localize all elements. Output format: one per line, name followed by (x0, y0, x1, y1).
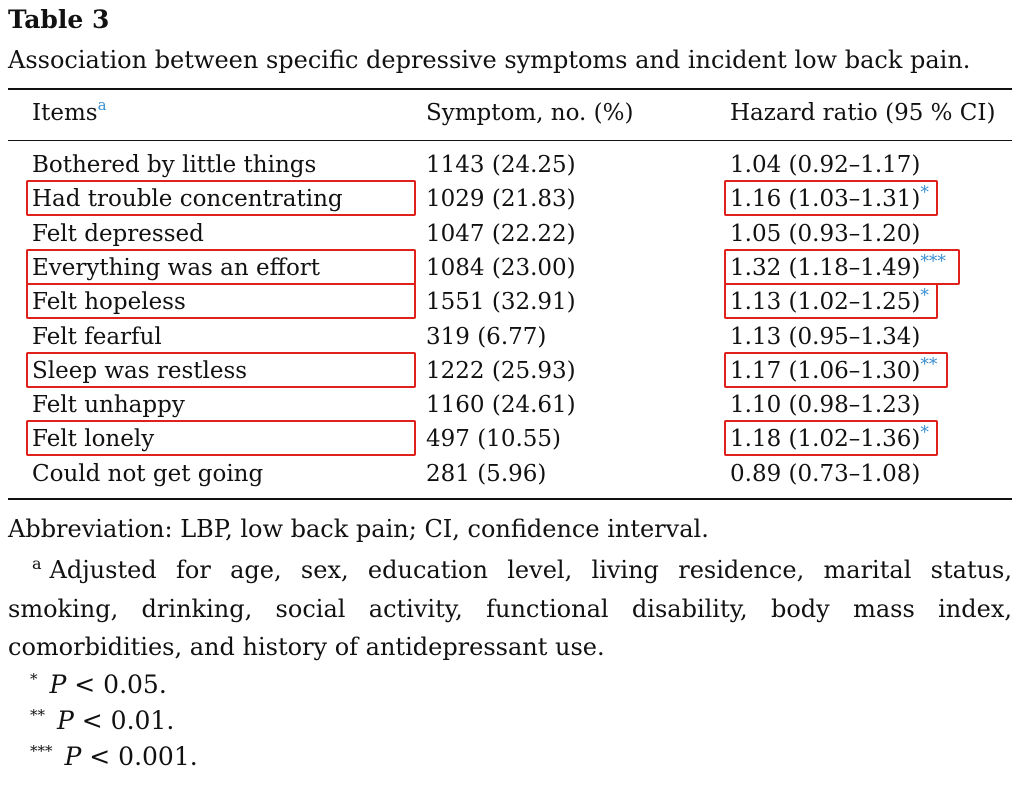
significance-link[interactable]: ** (920, 354, 938, 375)
cell-hazard-ratio: 1.05 (0.93–1.20) (730, 219, 920, 249)
significance-link[interactable]: * (920, 182, 929, 203)
header-items-label: Items (32, 100, 98, 126)
cell-item: Had trouble concentrating (32, 186, 343, 213)
significance-link[interactable]: * (920, 422, 929, 443)
hazard-ratio-value: 1.10 (0.98–1.23) (730, 392, 921, 419)
highlight-box-item (26, 351, 416, 388)
cell-item: Sleep was restless (32, 357, 248, 384)
hazard-ratio-value: 1.16 (1.03–1.31) (730, 186, 921, 213)
footnote-abbreviation: Abbreviation: LBP, low back pain; CI, co… (8, 515, 709, 543)
highlight-box-item (26, 283, 416, 320)
highlight-box-hazard-ratio (724, 420, 938, 457)
hazard-ratio-value: 1.32 (1.18–1.49) (730, 254, 921, 281)
header-items-footnote-link[interactable]: a (97, 96, 107, 115)
hazard-ratio-value: 1.05 (0.93–1.20) (730, 220, 921, 247)
cell-item: Felt hopeless (32, 289, 186, 316)
footnote-a: a Adjusted for age, sex, education level,… (8, 551, 1012, 667)
cell-symptom: 281 (5.96) (426, 460, 547, 487)
footnote-p-stars: * (30, 669, 38, 688)
cell-hazard-ratio: 1.16 (1.03–1.31)* (730, 184, 929, 214)
footnote-p-stars: ** (30, 705, 45, 724)
cell-item: Bothered by little things (32, 152, 317, 178)
cell-item: Could not get going (32, 460, 264, 487)
cell-symptom: 1143 (24.25) (426, 152, 576, 178)
hazard-ratio-value: 1.13 (0.95–1.34) (730, 323, 921, 350)
highlight-box-item (26, 180, 416, 217)
highlight-box-item (26, 248, 416, 285)
cell-symptom: 1222 (25.93) (426, 357, 576, 384)
header-hazard-ratio: Hazard ratio (95 % CI) (730, 100, 996, 126)
cell-item: Felt lonely (32, 426, 155, 453)
table-bottom-rule (8, 498, 1012, 500)
highlight-box-hazard-ratio (724, 283, 938, 320)
header-items: Itemsa (32, 98, 107, 128)
significance-link[interactable]: *** (920, 251, 946, 272)
footnote-a-mark: a (32, 554, 42, 573)
footnote-p-threshold: < 0.001. (89, 742, 198, 771)
hazard-ratio-value: 1.18 (1.02–1.36) (730, 426, 921, 453)
cell-symptom: 319 (6.77) (426, 323, 547, 350)
hazard-ratio-value: 0.89 (0.73–1.08) (730, 460, 921, 487)
cell-item: Everything was an effort (32, 254, 321, 281)
footnote-p-005: * P < 0.05. (30, 668, 167, 702)
footnote-p-symbol: P (64, 742, 82, 771)
footnote-p-0001: *** P < 0.001. (30, 740, 198, 774)
highlight-box-item (26, 420, 416, 457)
cell-hazard-ratio: 1.04 (0.92–1.17) (730, 150, 920, 180)
significance-link[interactable]: * (920, 285, 929, 306)
table-top-rule (8, 88, 1012, 90)
cell-symptom: 1084 (23.00) (426, 254, 576, 281)
cell-hazard-ratio: 0.89 (0.73–1.08) (730, 459, 920, 489)
table-header-rule (8, 140, 1012, 141)
footnote-p-symbol: P (49, 670, 67, 699)
cell-item: Felt unhappy (32, 392, 185, 419)
table-title: Association between specific depressive … (8, 46, 971, 74)
cell-hazard-ratio: 1.13 (0.95–1.34) (730, 322, 920, 352)
cell-hazard-ratio: 1.13 (1.02–1.25)* (730, 287, 929, 317)
table-label: Table 3 (8, 5, 110, 34)
footnote-p-001: ** P < 0.01. (30, 704, 174, 738)
cell-symptom: 497 (10.55) (426, 426, 562, 453)
footnote-p-symbol: P (57, 706, 74, 735)
highlight-box-hazard-ratio (724, 248, 960, 285)
header-symptom: Symptom, no. (%) (426, 100, 634, 126)
cell-hazard-ratio: 1.17 (1.06–1.30)** (730, 356, 937, 386)
table-document: Table 3 Association between specific dep… (8, 0, 1012, 787)
hazard-ratio-value: 1.13 (1.02–1.25) (730, 289, 921, 316)
cell-hazard-ratio: 1.10 (0.98–1.23) (730, 390, 920, 420)
footnote-a-text: Adjusted for age, sex, education level, … (8, 556, 1012, 661)
cell-symptom: 1047 (22.22) (426, 220, 576, 247)
cell-item: Felt depressed (32, 220, 204, 247)
cell-symptom: 1029 (21.83) (426, 186, 576, 213)
cell-hazard-ratio: 1.18 (1.02–1.36)* (730, 424, 929, 454)
cell-symptom: 1551 (32.91) (426, 289, 576, 316)
hazard-ratio-value: 1.17 (1.06–1.30) (730, 357, 921, 384)
highlight-box-hazard-ratio (724, 351, 948, 388)
footnote-p-threshold: < 0.01. (81, 706, 175, 735)
cell-symptom: 1160 (24.61) (426, 392, 576, 419)
cell-hazard-ratio: 1.32 (1.18–1.49)*** (730, 253, 946, 283)
highlight-box-hazard-ratio (724, 180, 938, 217)
cell-item: Felt fearful (32, 323, 162, 350)
hazard-ratio-value: 1.04 (0.92–1.17) (730, 152, 921, 178)
footnote-p-threshold: < 0.05. (74, 670, 167, 699)
footnote-p-stars: *** (30, 741, 53, 760)
